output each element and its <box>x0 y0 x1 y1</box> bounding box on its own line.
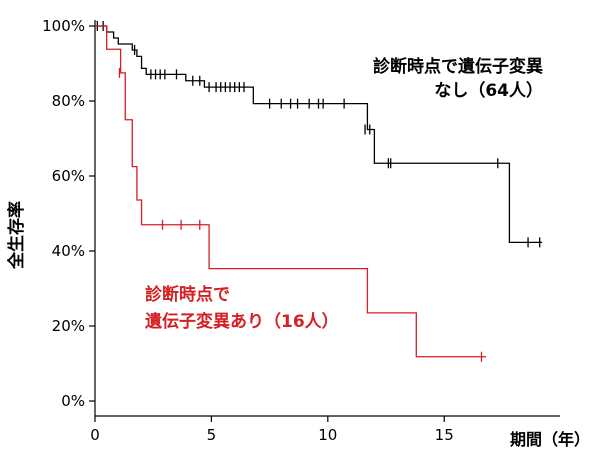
y-tick-label: 0% <box>61 392 85 410</box>
y-tick-label: 20% <box>52 317 85 335</box>
series-no-mutation <box>95 21 543 248</box>
survival-curve-line <box>95 25 543 244</box>
series-label-line: なし（64人） <box>434 80 543 101</box>
series-label-line: 遺伝子変異あり（16人） <box>145 311 339 332</box>
series-layer <box>95 21 543 362</box>
y-tick-label: 40% <box>52 242 85 260</box>
axes: 0% 20% 40% 60% 80% 100% 0 5 10 15 <box>42 17 560 444</box>
series-label-line: 診断時点で遺伝子変異 <box>373 56 543 77</box>
series-label-line: 診断時点で <box>145 284 230 305</box>
y-tick-label: 100% <box>42 17 85 35</box>
x-tick-label: 10 <box>318 426 337 444</box>
survival-curve-line <box>95 25 487 358</box>
y-axis-label: 全生存率 <box>6 201 27 270</box>
x-tick-label: 15 <box>435 426 454 444</box>
y-tick-label: 60% <box>52 167 85 185</box>
x-axis-label: 期間（年） <box>510 430 590 449</box>
series-mutation <box>95 25 487 362</box>
y-tick-label: 80% <box>52 92 85 110</box>
y-ticks: 0% 20% 40% 60% 80% 100% <box>42 17 95 410</box>
x-tick-label: 5 <box>207 426 217 444</box>
x-tick-label: 0 <box>90 426 100 444</box>
x-ticks: 0 5 10 15 <box>90 416 454 444</box>
